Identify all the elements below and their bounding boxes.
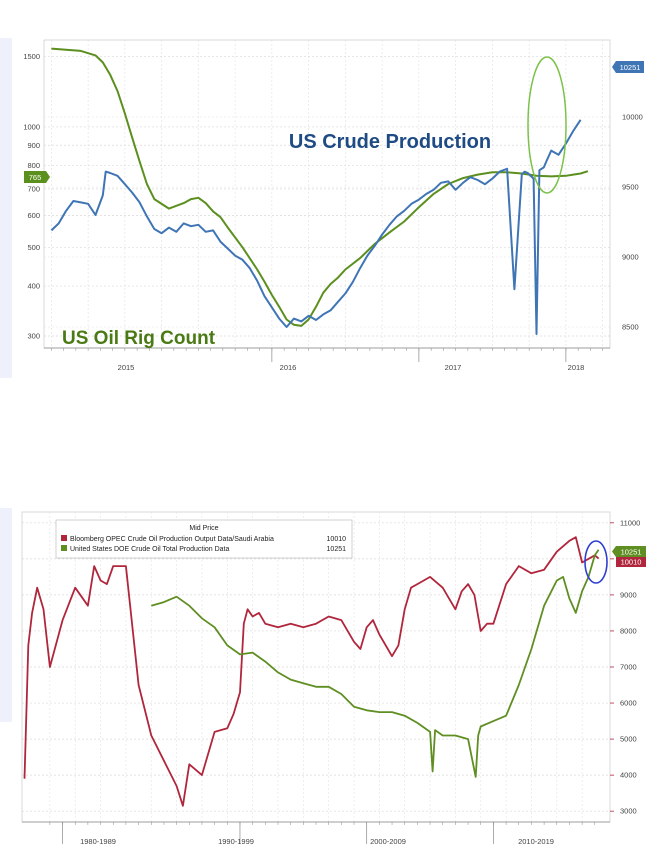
opec-last-value: 10010 <box>621 558 642 567</box>
rig-last-value-tag: 765 <box>24 171 50 183</box>
left-tick-label: 900 <box>27 141 40 150</box>
legend-swatch-us <box>61 545 67 551</box>
us-last-value-tag: 10251 <box>612 546 646 557</box>
right-tick-label: 7000 <box>620 663 637 672</box>
right-tick-label: 6000 <box>620 699 637 708</box>
x-tick-label: 1980-1989 <box>80 837 116 846</box>
left-tick-label: 500 <box>27 243 40 252</box>
legend-title: Mid Price <box>189 525 218 532</box>
x-tick-label: 2000-2009 <box>370 837 406 846</box>
x-tick-label: 2017 <box>445 363 462 372</box>
series-group-1 <box>50 47 589 335</box>
series-group-2 <box>23 536 600 807</box>
x-tick-label: 2010-2019 <box>518 837 554 846</box>
left-tick-label: 1500 <box>23 52 40 61</box>
left-tick-label: 300 <box>27 332 40 341</box>
legend-value-opec: 10010 <box>327 536 347 543</box>
rig-last-value: 765 <box>29 173 42 182</box>
highlight-ellipse-green <box>527 56 567 194</box>
x-minor-ticks-2 <box>49 822 596 844</box>
x-axis-labels-1: 2015 2016 2017 2018 <box>118 363 585 372</box>
opec-vs-us-chart: 11000100009000800070006000500040003000 1… <box>0 508 646 846</box>
right-tick-label: 8500 <box>622 323 639 332</box>
left-axis-1: 1500 1000 900 800 700 600 500 400 300 <box>23 52 40 340</box>
crude-last-value: 10251 <box>620 63 641 72</box>
legend-swatch-opec <box>61 535 67 541</box>
rig-count-label: US Oil Rig Count <box>62 328 216 349</box>
legend-label-opec: Bloomberg OPEC Crude Oil Production Outp… <box>70 536 274 543</box>
left-tick-label: 700 <box>27 184 40 193</box>
left-tick-label: 800 <box>27 161 40 170</box>
legend-value-us: 10251 <box>327 546 347 553</box>
left-accent-band-2 <box>0 508 12 722</box>
us-doe-line <box>151 549 600 778</box>
x-minor-ticks-1 <box>51 348 603 362</box>
rig-vs-crude-chart: 1500 1000 900 800 700 600 500 400 300 10000 9500 9… <box>0 38 644 378</box>
right-tick-label: 9000 <box>620 590 637 599</box>
right-tick-label: 4000 <box>620 771 637 780</box>
legend-2: Mid Price Bloomberg OPEC Crude Oil Produ… <box>55 519 353 559</box>
crude-label-line1: US Crude Production <box>289 131 491 153</box>
plot-area-1 <box>43 39 611 349</box>
x-axis-labels-2: 1980-1989 1990-1999 2000-2009 2010-2019 <box>80 837 554 846</box>
legend-label-us: United States DOE Crude Oil Total Produc… <box>70 546 230 553</box>
x-tick-label: 2016 <box>280 363 297 372</box>
opec-last-value-tag: 10010 <box>616 556 646 567</box>
right-tick-label: 5000 <box>620 735 637 744</box>
right-axis-1: 10000 9500 9000 8500 <box>622 113 643 332</box>
left-accent-band <box>0 38 12 378</box>
right-tick-label: 11000 <box>620 518 640 527</box>
crude-production-line <box>50 119 582 335</box>
left-tick-label: 400 <box>27 282 40 291</box>
highlight-ellipse-blue <box>584 540 608 584</box>
right-tick-label: 10000 <box>622 113 643 122</box>
crude-last-value-tag: 10251 <box>612 61 644 73</box>
right-tick-label: 9500 <box>622 183 639 192</box>
left-tick-label: 600 <box>27 211 40 220</box>
us-last-value: 10251 <box>621 548 642 557</box>
opec-saudi-line <box>23 536 600 807</box>
right-tick-label: 9000 <box>622 253 639 262</box>
right-tick-label: 8000 <box>620 626 637 635</box>
legend-box <box>55 519 353 559</box>
x-tick-label: 2018 <box>568 363 585 372</box>
left-tick-label: 1000 <box>23 122 40 131</box>
x-tick-label: 2015 <box>118 363 135 372</box>
x-tick-label: 1990-1999 <box>218 837 254 846</box>
right-tick-label: 3000 <box>620 807 637 816</box>
